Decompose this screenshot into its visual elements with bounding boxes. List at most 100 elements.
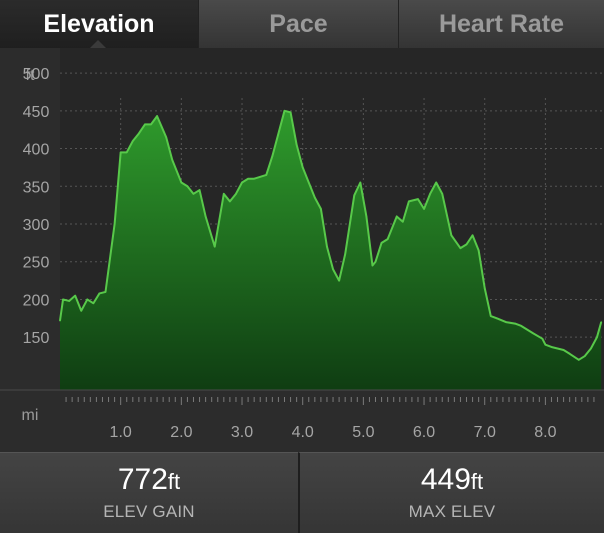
elevation-point xyxy=(365,215,368,218)
elevation-point xyxy=(247,177,249,180)
elevation-point xyxy=(277,132,280,135)
tab-elevation[interactable]: Elevation xyxy=(0,0,198,48)
elevation-point xyxy=(417,198,419,200)
elevation-point xyxy=(359,181,362,184)
elevation-point xyxy=(192,193,195,195)
elevation-point xyxy=(326,245,328,248)
y-axis-unit: ft xyxy=(26,67,35,84)
elevation-point xyxy=(289,111,292,114)
elevation-point xyxy=(556,347,559,350)
elevation-chart-svg: ft 150 200 250 300 350 400 450 500 1.0 2.0 3.0 4.0 5.… xyxy=(0,48,604,452)
elevation-point xyxy=(483,287,486,289)
elevation-point xyxy=(441,193,444,195)
tab-heart-rate[interactable]: Heart Rate xyxy=(398,0,604,48)
stats-bar: 772ft ELEV GAIN 449ft MAX ELEV xyxy=(0,452,604,533)
elevation-point xyxy=(344,253,346,255)
elevation-point xyxy=(423,208,425,210)
x-axis-unit: mi xyxy=(22,407,39,424)
y-tick-label: 450 xyxy=(23,104,50,121)
stat-elev-gain-value: 772 xyxy=(117,463,168,496)
elevation-point xyxy=(165,136,167,139)
active-tab-pointer xyxy=(90,40,106,48)
elevation-point xyxy=(125,151,128,154)
elevation-point xyxy=(332,268,334,271)
elevation-point xyxy=(429,193,431,195)
elevation-point xyxy=(435,181,437,184)
stat-elev-gain-label: ELEV GAIN xyxy=(103,502,195,521)
stat-elev-gain-unit: ft xyxy=(167,469,181,494)
elevation-point xyxy=(150,123,152,126)
x-tick-label: 1.0 xyxy=(110,424,132,441)
elevation-point xyxy=(568,352,571,355)
elevation-point xyxy=(68,300,70,302)
elevation-point xyxy=(496,317,498,320)
elevation-point xyxy=(584,355,586,357)
elevation-point xyxy=(186,185,189,188)
x-tick-label: 8.0 xyxy=(534,424,556,441)
elevation-point xyxy=(532,332,535,335)
stat-elev-gain: 772ft ELEV GAIN xyxy=(0,452,298,533)
elevation-point xyxy=(59,319,61,322)
elevation-point xyxy=(144,123,146,126)
elevation-point xyxy=(104,291,107,293)
elevation-point xyxy=(450,234,453,237)
elevation-point xyxy=(562,349,565,351)
elevation-point xyxy=(98,292,101,295)
y-tick-label: 300 xyxy=(23,217,50,234)
elevation-point xyxy=(386,238,389,240)
elevation-point xyxy=(477,249,480,252)
stat-max-elev-value-row: 449ft xyxy=(421,464,483,498)
elevation-point xyxy=(380,242,383,244)
elevation-point xyxy=(489,315,492,317)
elevation-point xyxy=(541,337,544,340)
tab-pace-label: Pace xyxy=(269,9,328,38)
elevation-point xyxy=(132,140,134,142)
x-tick-label: 7.0 xyxy=(474,424,496,441)
x-tick-label: 3.0 xyxy=(231,424,253,441)
elevation-point xyxy=(283,110,286,112)
tab-pace[interactable]: Pace xyxy=(198,0,398,48)
y-tick-label: 250 xyxy=(23,255,50,272)
tab-heart-rate-label: Heart Rate xyxy=(438,9,565,38)
elevation-point xyxy=(80,309,83,312)
elevation-point xyxy=(213,245,216,248)
elevation-point xyxy=(374,260,377,263)
elevation-point xyxy=(459,247,462,249)
elevation-point xyxy=(371,264,374,267)
elevation-point xyxy=(544,343,547,346)
elevation-point xyxy=(86,298,89,301)
elevation-point xyxy=(138,132,140,135)
elevation-point xyxy=(295,143,298,146)
tab-elevation-label: Elevation xyxy=(43,9,155,38)
stat-max-elev-unit: ft xyxy=(470,469,484,494)
elevation-point xyxy=(180,181,183,184)
chart-tab-bar: Elevation Pace Heart Rate xyxy=(0,0,604,48)
y-tick-label: 150 xyxy=(23,330,50,347)
y-tick-label: 200 xyxy=(23,292,50,309)
elevation-point xyxy=(198,189,201,191)
elevation-point xyxy=(465,243,468,246)
x-tick-label: 4.0 xyxy=(292,424,314,441)
stat-elev-gain-value-row: 772ft xyxy=(118,464,180,498)
elevation-point xyxy=(514,322,516,325)
elevation-point xyxy=(74,294,76,297)
y-tick-label: 500 xyxy=(23,66,50,83)
elevation-point xyxy=(353,194,356,197)
x-tick-label: 6.0 xyxy=(413,424,435,441)
elevation-point xyxy=(505,321,507,323)
elevation-point xyxy=(62,298,64,301)
elevation-point xyxy=(235,193,237,195)
stat-max-elev-value: 449 xyxy=(420,463,471,496)
elevation-point xyxy=(590,347,592,350)
elevation-point xyxy=(156,115,158,117)
elevation-point xyxy=(113,223,116,225)
stat-max-elev-label: MAX ELEV xyxy=(408,502,496,521)
y-tick-label: 350 xyxy=(23,179,50,196)
elevation-point xyxy=(520,325,522,327)
elevation-point xyxy=(577,359,580,361)
elevation-point xyxy=(471,234,474,237)
y-tick-label: 400 xyxy=(23,142,50,159)
elevation-point xyxy=(241,181,243,184)
elevation-point xyxy=(550,346,553,348)
elevation-point xyxy=(223,193,225,195)
